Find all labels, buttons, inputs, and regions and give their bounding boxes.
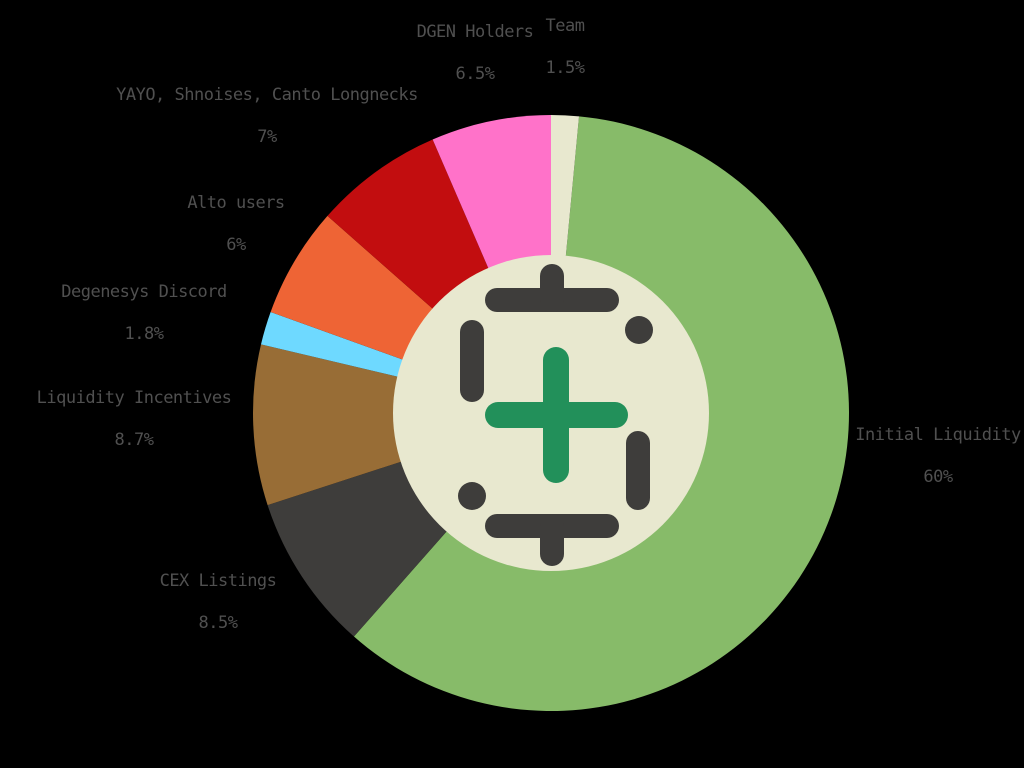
slice-labels: Initial Liquidity 60% CEX Listings 8.5% Liqu… <box>37 16 1022 633</box>
center-logo <box>393 255 709 571</box>
slice-value-team: 1.5% <box>546 58 585 78</box>
slice-label-alto-users: Alto users <box>187 193 284 213</box>
slice-value-degenesys-discord: 1.8% <box>125 324 164 344</box>
slice-value-cex-listings: 8.5% <box>199 613 238 633</box>
logo-dot <box>625 316 653 344</box>
slice-label-yayo-shnoises-canto-longnecks: YAYO, Shnoises, Canto Longnecks <box>116 85 418 105</box>
logo-dot <box>458 482 486 510</box>
slice-label-team: Team <box>546 16 585 36</box>
slice-value-dgen-holders: 6.5% <box>456 64 495 84</box>
slice-label-dgen-holders: DGEN Holders <box>417 22 534 42</box>
slice-label-cex-listings: CEX Listings <box>160 571 277 591</box>
dollar-plus-logo-icon <box>458 264 653 566</box>
slice-value-initial-liquidity: 60% <box>923 467 952 487</box>
slice-value-yayo-shnoises-canto-longnecks: 7% <box>257 127 277 147</box>
slice-label-degenesys-discord: Degenesys Discord <box>61 282 227 302</box>
slice-value-liquidity-incentives: 8.7% <box>115 430 154 450</box>
slice-label-liquidity-incentives: Liquidity Incentives <box>37 388 232 408</box>
slice-label-initial-liquidity: Initial Liquidity <box>855 425 1021 445</box>
slice-value-alto-users: 6% <box>226 235 246 255</box>
